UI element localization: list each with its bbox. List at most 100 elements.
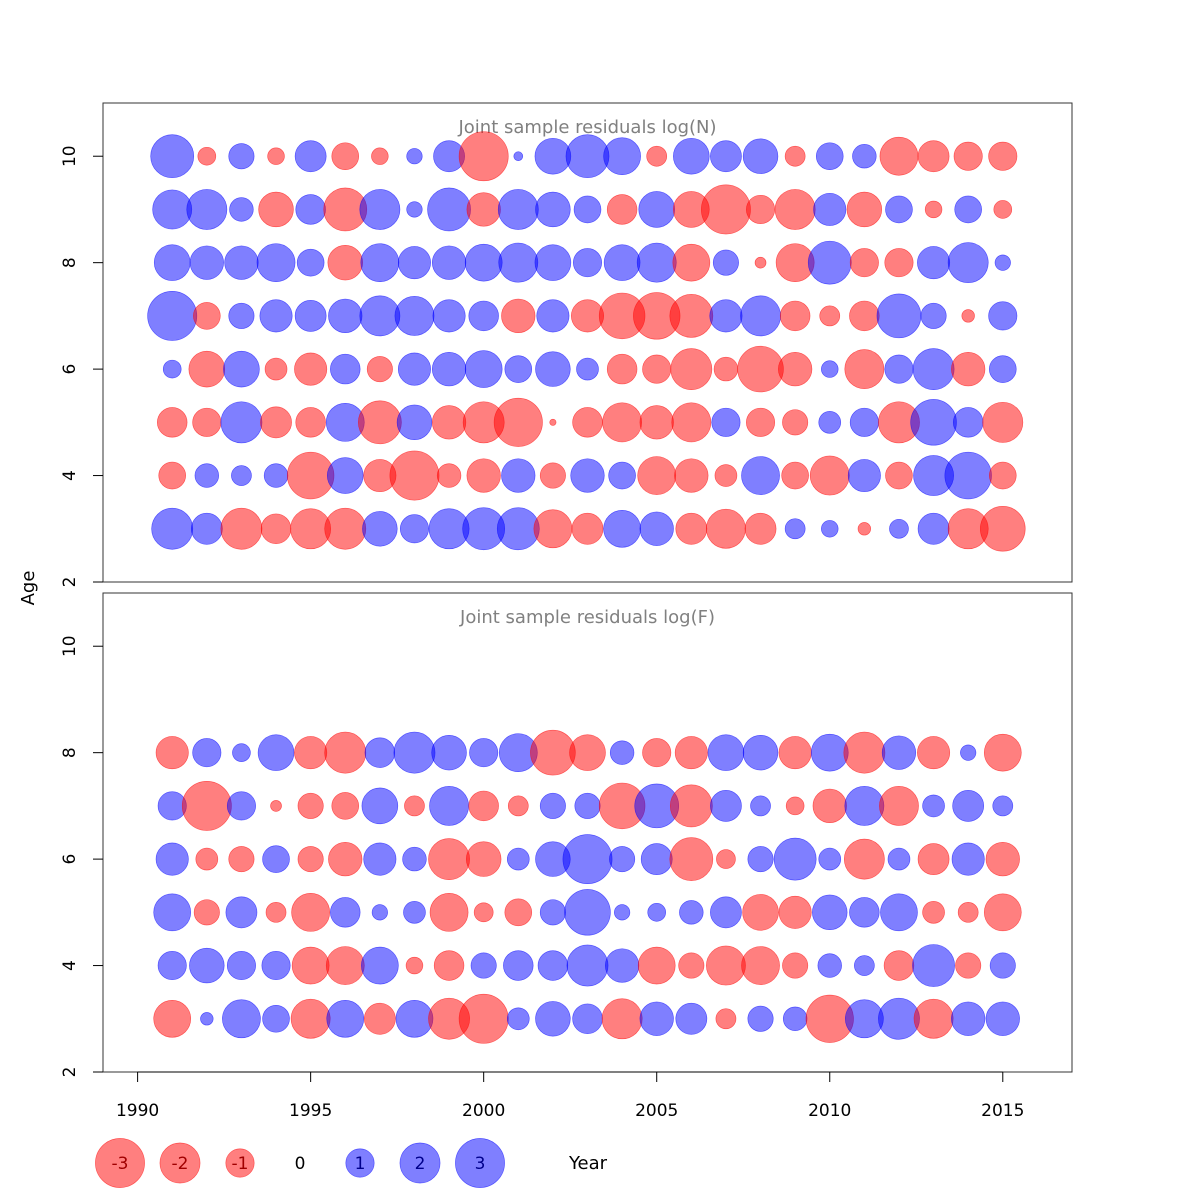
bubble-age8-1993 [224, 245, 259, 280]
bubble-age5-1993 [225, 896, 258, 929]
bubble-age6-2014 [951, 352, 986, 387]
y-tick-label: 10 [60, 635, 80, 657]
bubble-age3-1997 [362, 511, 398, 547]
bubble-age7-2001 [501, 298, 536, 333]
bubble-age8-1992 [189, 245, 224, 280]
bubble-age7-2012 [876, 293, 922, 339]
bubble-age3-2015 [980, 506, 1026, 552]
bubble-age3-2007 [706, 508, 746, 549]
plot-frame [102, 102, 1073, 583]
bubble-age3-2004 [601, 998, 643, 1040]
bubble-age6-2009 [778, 352, 813, 387]
bubble-age3-1992 [190, 512, 223, 545]
bubble-age4-1994 [261, 951, 291, 981]
bubble-age3-1995 [290, 998, 331, 1039]
legend-bubble [455, 1138, 505, 1188]
panel-2: Joint sample residuals log(F) 2 4 6 8 10 [60, 592, 1073, 1077]
bubble-age4-1991 [158, 461, 186, 490]
bubble-age3-2012 [878, 997, 920, 1040]
bubble-age8-1992 [192, 738, 222, 768]
bubble-age8-2005 [642, 738, 672, 768]
bubble-age7-1998 [394, 296, 435, 336]
bubble-age5-2000 [473, 902, 494, 923]
bubble-age6-1991 [155, 842, 189, 876]
bubble-age10-1993 [228, 143, 255, 170]
bubble-age7-2008 [750, 795, 771, 817]
bubble-age10-2007 [710, 140, 742, 173]
bubble-age7-2002 [539, 792, 566, 819]
y-tick-label: 8 [60, 257, 80, 268]
bubble-age6-2001 [504, 355, 533, 383]
panel-title: Joint sample residuals log(N) [457, 117, 716, 138]
bubble-age7-1992 [181, 780, 232, 831]
y-tick-label: 8 [60, 747, 80, 758]
bubble-age5-2001 [504, 898, 533, 927]
bubble-age9-2010 [813, 192, 847, 226]
bubble-age5-1998 [396, 404, 433, 441]
bubble-age5-2004 [602, 402, 642, 443]
bubble-age8-1997 [360, 243, 400, 283]
bubble-age4-2012 [883, 950, 915, 981]
bubble-age6-2000 [465, 841, 502, 877]
bubble-age3-1996 [326, 999, 365, 1038]
x-axis-label: Year [568, 1153, 608, 1174]
bubble-age3-2006 [675, 1002, 708, 1035]
bubble-age6-2013 [912, 348, 955, 390]
bubble-age9-2005 [638, 191, 675, 228]
bubble-age10-2009 [784, 145, 806, 167]
bubble-age3-2010 [821, 520, 839, 538]
bubble-age7-2003 [571, 299, 604, 333]
bubble-age3-2014 [951, 1001, 986, 1036]
y-tick-label: 6 [60, 364, 80, 375]
bubble-age4-1998 [389, 450, 440, 501]
bubble-age6-2000 [464, 350, 503, 388]
x-tick-label: 2000 [462, 1101, 505, 1121]
bubble-age7-2014 [961, 309, 975, 323]
bubble-age6-1999 [428, 838, 470, 880]
bubble-age5-2003 [564, 889, 611, 936]
bubble-age6-2012 [884, 354, 914, 384]
legend-bubble [345, 1148, 375, 1178]
bubble-age4-2015 [989, 461, 1017, 490]
x-tick-label: 2015 [981, 1101, 1024, 1121]
bubble-age7-1995 [297, 792, 324, 819]
bubble-age8-1997 [364, 737, 396, 768]
bubble-age6-2005 [640, 843, 673, 875]
legend: -3 -2 -1 0 1 2 3 Year [95, 1138, 608, 1188]
bubble-age6-1993 [223, 350, 260, 388]
bubble-age5-1999 [429, 892, 469, 932]
y-tick-label: 10 [60, 145, 80, 167]
bubble-age6-2010 [818, 847, 842, 871]
bubble-age5-1995 [295, 407, 326, 438]
legend-bubble [95, 1138, 145, 1188]
bubble-age9-1995 [295, 194, 326, 225]
bubble-age4-1992 [194, 463, 220, 488]
bubble-age4-2003 [566, 944, 609, 987]
bubble-age9-2007 [701, 184, 751, 235]
bubble-age10-2000 [458, 131, 509, 182]
bubble-age4-2002 [539, 462, 566, 489]
bubble-age7-2003 [574, 792, 601, 819]
bubble-age3-1991 [151, 507, 194, 550]
bubble-age10-2014 [953, 141, 983, 171]
bubble-age4-1992 [189, 947, 225, 984]
x-axis: 1990 1995 2000 2005 2010 2015 [116, 1071, 1024, 1121]
bubble-age7-2012 [879, 786, 919, 826]
bubble-age6-2004 [606, 353, 638, 385]
bubble-age8-2010 [810, 733, 849, 772]
legend-label: 3 [475, 1154, 486, 1174]
bubble-age6-1996 [328, 842, 363, 877]
bubble-age7-2007 [710, 790, 742, 822]
bubble-age5-2006 [679, 900, 704, 925]
bubble-age7-2000 [468, 790, 499, 822]
bubble-age4-2009 [781, 461, 809, 490]
bubble-age9-2011 [846, 191, 883, 228]
bubble-age5-1994 [260, 406, 292, 439]
bubble-age8-2001 [498, 242, 539, 283]
bubble-age7-2014 [952, 790, 985, 822]
bubble-age4-2006 [678, 952, 705, 979]
bubble-age6-1999 [431, 352, 467, 387]
bubble-age7-2011 [849, 300, 880, 332]
bubble-age8-1994 [256, 243, 296, 283]
